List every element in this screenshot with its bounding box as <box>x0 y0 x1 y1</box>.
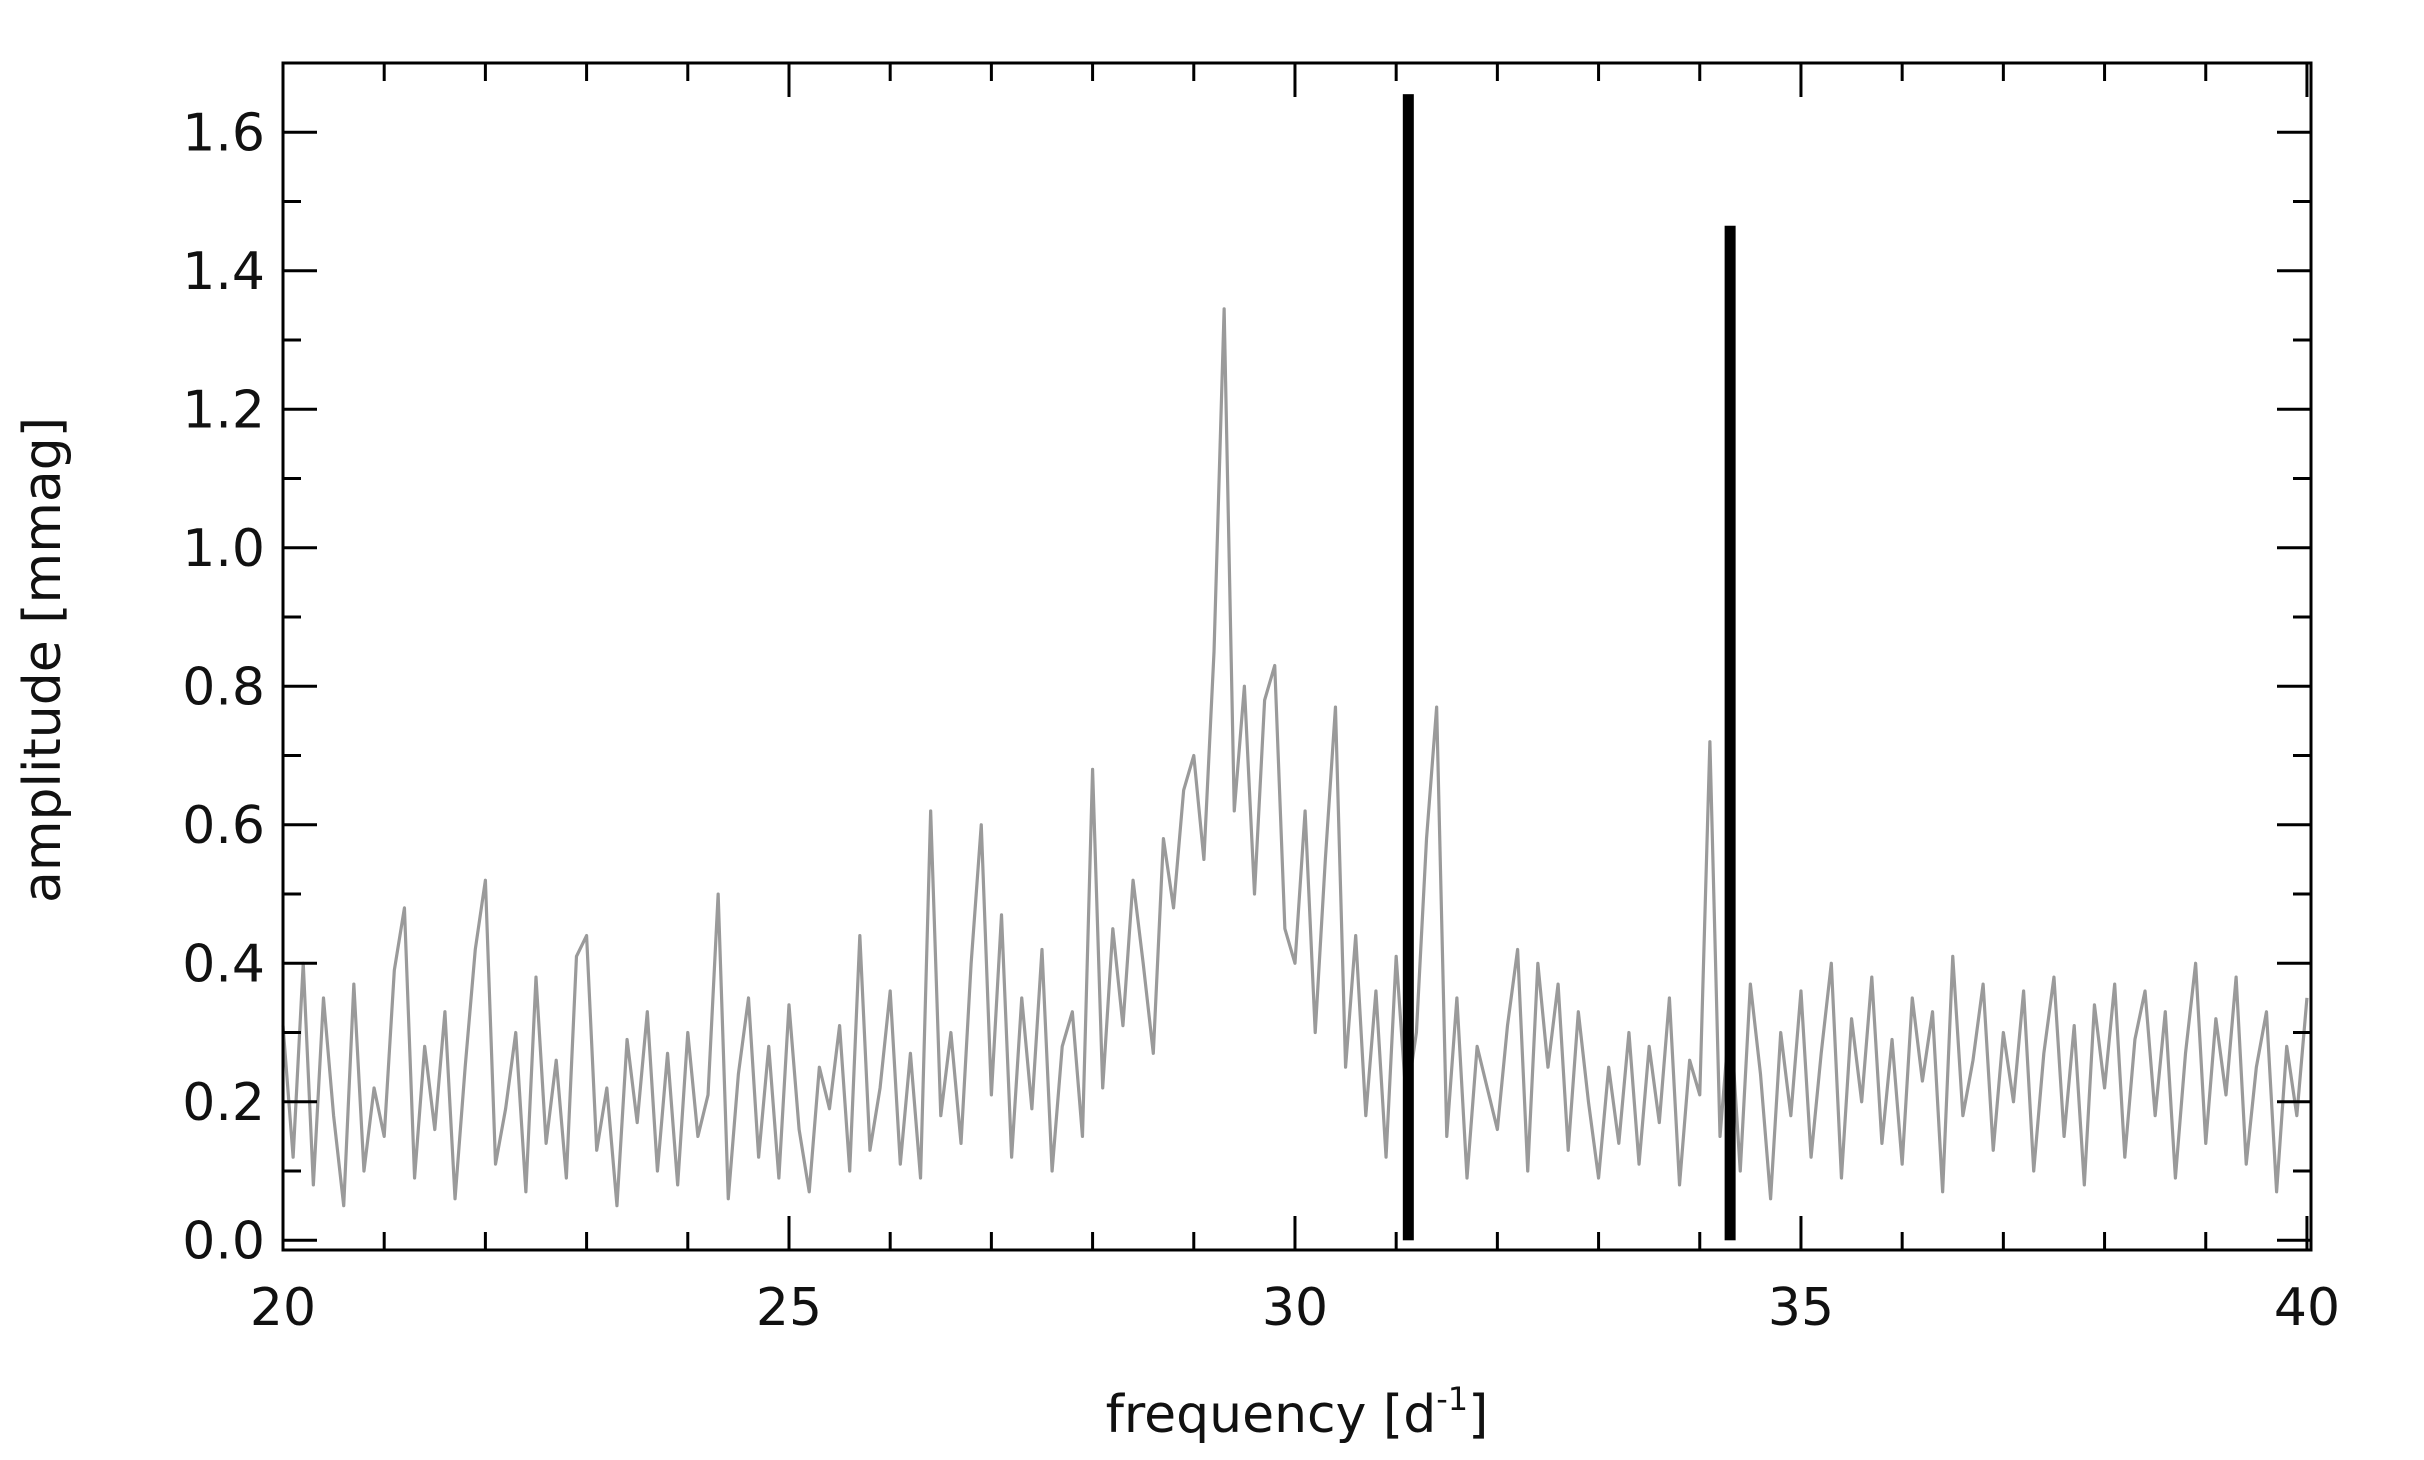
spectrum-line <box>281 307 2309 1208</box>
x-axis-label-text: frequency [d <box>1106 1385 1437 1445</box>
x-axis-label-sup: -1 <box>1436 1380 1468 1418</box>
frequency-bar <box>1724 225 1736 1241</box>
y-tick-label: 1.4 <box>182 242 265 302</box>
y-tick-label: 0.4 <box>182 934 265 994</box>
y-tick-label: 0.2 <box>182 1073 265 1133</box>
y-tick-label: 1.0 <box>182 519 265 579</box>
y-tick-label: 1.2 <box>182 380 265 440</box>
y-tick-label: 0.6 <box>182 796 265 856</box>
x-tick-label: 25 <box>756 1278 822 1338</box>
x-axis-label-end: ] <box>1468 1385 1488 1445</box>
x-tick-label: 40 <box>2274 1278 2340 1338</box>
y-tick-label: 0.0 <box>182 1211 265 1271</box>
plot-frame <box>281 61 2313 1252</box>
x-tick-label: 35 <box>1768 1278 1834 1338</box>
x-tick-label: 20 <box>250 1278 316 1338</box>
y-axis-label: amplitude [mmag] <box>13 417 73 903</box>
y-tick-label: 1.6 <box>182 103 265 163</box>
x-axis-label: frequency [d-1] <box>1106 1380 1489 1445</box>
y-tick-label: 0.8 <box>182 657 265 717</box>
x-tick-label: 30 <box>1262 1278 1328 1338</box>
frequency-bar <box>1402 94 1414 1241</box>
